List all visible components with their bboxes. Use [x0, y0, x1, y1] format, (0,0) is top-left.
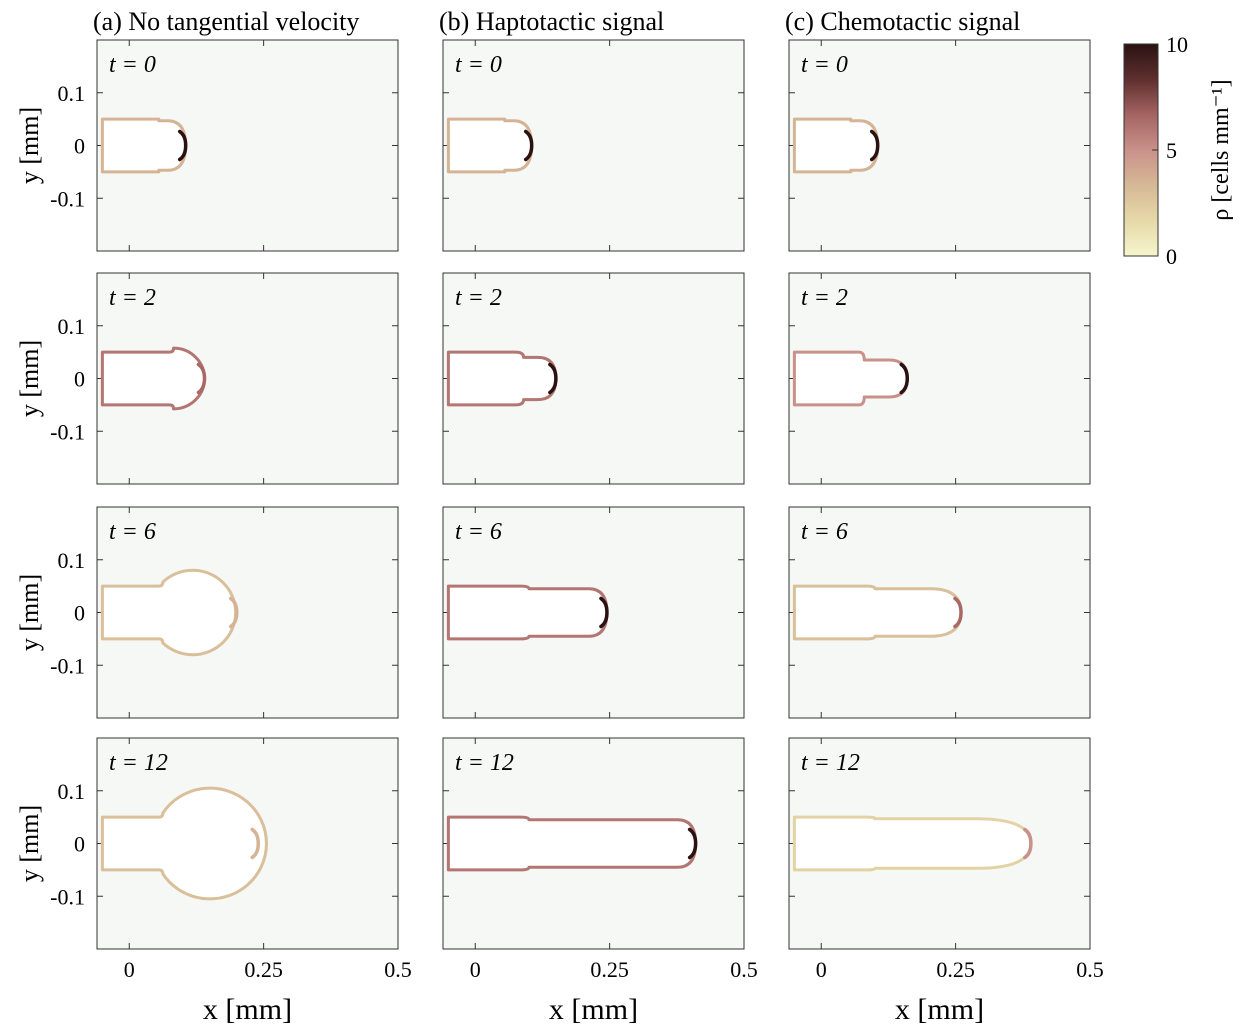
tip-density — [953, 596, 963, 629]
time-label: t = 2 — [455, 285, 502, 311]
time-label: t = 2 — [109, 285, 156, 311]
panel-a-2: t = 6 0.1 0 -0.1y [mm] — [15, 506, 399, 719]
y-axis-label: y [mm] — [15, 340, 44, 417]
x-tick-label: 0.25 — [244, 957, 283, 982]
y-tick-label: -0.1 — [50, 186, 85, 211]
tissue-boundary — [446, 815, 698, 872]
panel-c-2: t = 6 — [788, 506, 1091, 719]
tissue-boundary — [792, 584, 963, 641]
time-label: t = 2 — [801, 285, 848, 311]
y-tick-label: -0.1 — [50, 653, 85, 678]
panel-b-1: t = 2 — [442, 272, 745, 485]
x-axis-label: x [mm] — [895, 993, 984, 1026]
x-tick-label: 0 — [470, 957, 481, 982]
colorbar-tick-label: 0 — [1166, 244, 1177, 269]
tip-density — [196, 362, 207, 395]
y-tick-label: -0.1 — [50, 419, 85, 444]
y-tick-label: 0 — [74, 367, 85, 392]
y-tick-label: 0.1 — [58, 81, 86, 106]
panel-b-3: t = 12 0 0.25 0.5 x [mm] — [442, 737, 758, 1026]
column-title-b: (b) Haptotactic signal — [439, 7, 664, 36]
y-axis-label: y [mm] — [15, 107, 44, 184]
tissue-boundary — [792, 815, 1033, 872]
y-axis-label: y [mm] — [15, 574, 44, 651]
column-title-a: (a) No tangential velocity — [93, 7, 359, 36]
time-label: t = 12 — [801, 750, 860, 776]
x-tick-label: 0 — [124, 957, 135, 982]
panel-c-0: t = 0 — [788, 39, 1091, 252]
panel-b-2: t = 6 — [442, 506, 745, 719]
tip-density — [599, 596, 609, 629]
x-axis-label: x [mm] — [549, 993, 638, 1026]
tissue-boundary — [100, 346, 206, 411]
tip-density — [250, 827, 261, 860]
tip-density — [1023, 827, 1033, 860]
column-title-c: (c) Chemotactic signal — [785, 7, 1020, 36]
tip-density — [899, 362, 910, 395]
x-axis-label: x [mm] — [203, 993, 292, 1026]
time-label: t = 6 — [801, 519, 848, 545]
x-tick-label: 0 — [816, 957, 827, 982]
x-tick-label: 0.5 — [384, 957, 412, 982]
tissue-boundary — [446, 584, 609, 641]
panel-b-0: t = 0 — [442, 39, 745, 252]
tissue-boundary — [100, 786, 268, 901]
colorbar-label: ρ [cells mm⁻¹] — [1208, 79, 1234, 220]
y-tick-label: 0.1 — [58, 548, 86, 573]
time-label: t = 6 — [109, 519, 156, 545]
time-label: t = 6 — [455, 519, 502, 545]
colorbar-tick-label: 5 — [1166, 138, 1177, 163]
tissue-boundary — [792, 117, 880, 174]
panel-c-1: t = 2 — [788, 272, 1091, 485]
tissue-boundary — [792, 350, 909, 407]
x-tick-label: 0.5 — [730, 957, 758, 982]
tip-density — [687, 827, 698, 860]
panel-a-1: t = 2 0.1 0 -0.1y [mm] — [15, 272, 399, 485]
tissue-boundary — [446, 117, 534, 174]
y-tick-label: -0.1 — [50, 884, 85, 909]
y-tick-label: 0.1 — [58, 779, 86, 804]
y-tick-label: 0 — [74, 134, 85, 159]
panel-c-3: t = 12 0 0.25 0.5 x [mm] — [788, 737, 1104, 1026]
time-label: t = 0 — [455, 52, 502, 78]
x-tick-label: 0.25 — [590, 957, 629, 982]
tip-density — [869, 129, 880, 162]
colorbar-tick-label: 10 — [1166, 32, 1188, 57]
y-axis-label: y [mm] — [15, 805, 44, 882]
tip-density — [177, 129, 188, 162]
time-label: t = 0 — [801, 52, 848, 78]
y-tick-label: 0 — [74, 832, 85, 857]
tissue-boundary — [446, 350, 558, 407]
time-label: t = 12 — [455, 750, 514, 776]
x-tick-label: 0.25 — [936, 957, 975, 982]
tip-density — [229, 596, 239, 629]
tissue-boundary — [100, 117, 188, 174]
colorbar: 0 5 10 ρ [cells mm⁻¹] — [1123, 32, 1234, 269]
time-label: t = 0 — [109, 52, 156, 78]
tip-density — [523, 129, 534, 162]
tip-density — [548, 362, 558, 395]
y-tick-label: 0 — [74, 601, 85, 626]
panel-a-0: t = 0 0.1 0 -0.1y [mm] — [15, 39, 399, 252]
time-label: t = 12 — [109, 750, 168, 776]
x-tick-label: 0.5 — [1076, 957, 1104, 982]
panel-a-3: t = 12 0.1 0 -0.1y [mm] 0 0.25 0.5 x [mm] — [15, 737, 412, 1026]
y-tick-label: 0.1 — [58, 314, 86, 339]
